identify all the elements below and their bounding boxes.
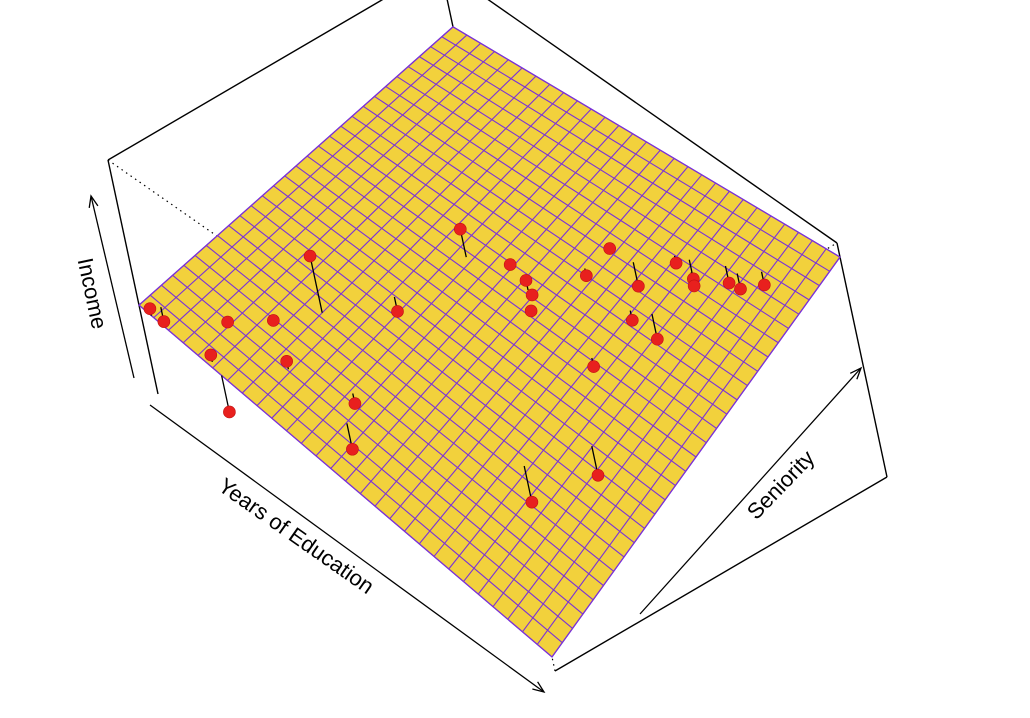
x-axis-arrow — [149, 404, 545, 693]
surface-grid-line-y — [295, 165, 697, 458]
data-point — [580, 269, 593, 283]
surface-grid-line-y — [430, 46, 820, 287]
surface-grid-line-y — [396, 76, 789, 329]
data-point — [503, 258, 517, 271]
data-point — [280, 354, 293, 368]
surface-grid-line-y — [385, 86, 779, 344]
data-point — [348, 397, 362, 410]
residual-line — [309, 255, 323, 313]
y-axis-arrow — [639, 367, 862, 615]
data-point — [603, 242, 617, 255]
data-point — [591, 468, 605, 482]
surface-grid-line-y — [205, 245, 615, 572]
surface-grid-line-y — [306, 155, 707, 444]
surface-grid-line-y — [284, 175, 687, 472]
y-axis-arrow-head — [849, 366, 863, 380]
box-edge-bottom-right — [554, 476, 888, 672]
surface-grid-line-y — [452, 26, 841, 258]
surface-grid-line-y — [228, 225, 635, 544]
surface-grid-line-y — [138, 304, 553, 658]
data-point — [669, 256, 683, 270]
data-point — [157, 315, 171, 328]
surface-grid-line-y — [194, 254, 604, 586]
surface-grid-line-y — [250, 205, 656, 515]
data-point — [632, 279, 645, 293]
data-point — [303, 249, 317, 263]
box-edge-right-vertical — [836, 242, 888, 478]
data-point — [651, 332, 664, 346]
surface-grid-line-y — [262, 195, 666, 501]
z-axis-title: Income — [73, 256, 112, 332]
surface-grid-line-y — [273, 185, 676, 487]
data-point — [223, 405, 236, 419]
data-point — [267, 314, 280, 327]
data-point — [204, 348, 218, 362]
surface-grid-line-y — [183, 264, 594, 601]
data-point — [587, 360, 600, 373]
surface-grid-line-y — [441, 36, 830, 272]
z-axis-arrow — [90, 195, 135, 379]
surface-grid-line-y — [318, 145, 717, 429]
data-point — [758, 278, 771, 292]
data-points — [143, 222, 771, 509]
data-point — [722, 276, 736, 290]
surface-grid-line-y — [351, 115, 748, 387]
surface-grid-line-y — [161, 284, 573, 629]
data-point — [221, 315, 234, 329]
surface-grid-line-y — [217, 235, 625, 558]
data-point — [346, 442, 359, 456]
surface-grid-line-y — [172, 274, 584, 615]
x-axis-arrow-head — [532, 681, 546, 694]
data-point — [525, 288, 539, 302]
data-point — [453, 222, 467, 236]
surface-grid-line-y — [362, 105, 759, 372]
data-point — [525, 495, 539, 509]
plot-box-front-edges — [554, 476, 888, 672]
data-point — [626, 313, 639, 327]
data-point — [524, 304, 538, 318]
box-edge-left-vertical — [107, 159, 159, 395]
z-axis-arrow-head — [88, 194, 99, 208]
surface-grid-line-y — [149, 294, 563, 644]
x-axis-title: Years of Education — [214, 473, 379, 599]
data-point — [519, 274, 533, 287]
box-edge-top-back-right — [487, 0, 838, 244]
data-point — [143, 302, 157, 316]
surface-grid-line-x — [138, 26, 454, 306]
box-edge-top-back-left — [107, 0, 384, 161]
surface-grid-line-y — [340, 125, 738, 401]
regression-plane — [138, 26, 841, 658]
data-point — [391, 305, 404, 318]
surface-grid-line-y — [374, 95, 769, 358]
data-point — [734, 282, 747, 296]
axis-arrows — [88, 194, 863, 694]
surface-grid-line-y — [419, 56, 810, 301]
data-point — [687, 279, 701, 293]
surface-grid-line-y — [407, 66, 800, 315]
surface-grid-line-y — [239, 215, 645, 529]
